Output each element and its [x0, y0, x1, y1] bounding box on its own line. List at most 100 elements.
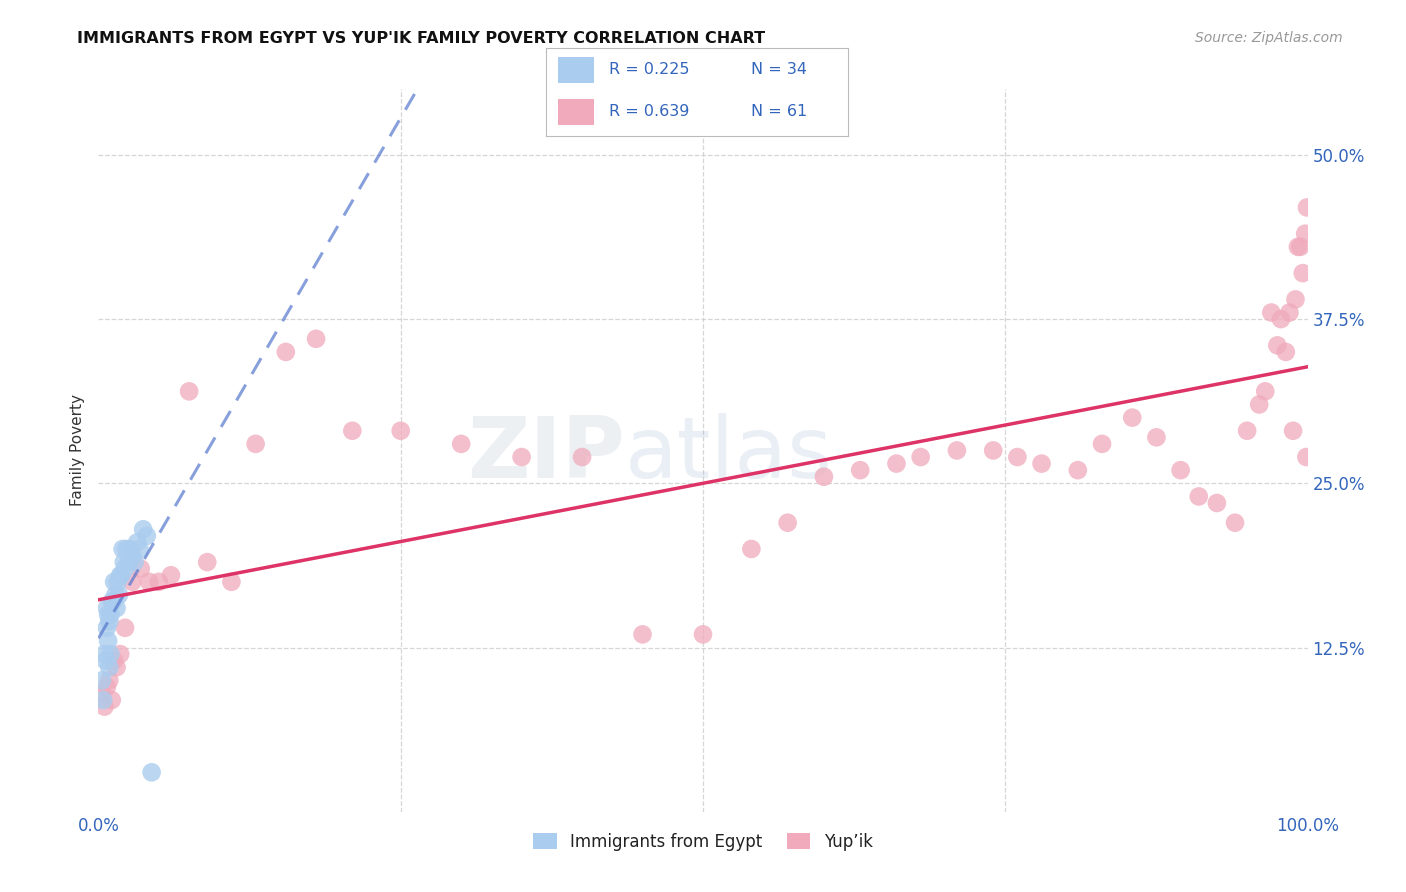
Point: [97, 634, 120, 648]
Text: Source: ZipAtlas.com: Source: ZipAtlas.com: [1195, 31, 1343, 45]
Point: [1294, 227, 1316, 241]
Point: [124, 555, 146, 569]
Point: [1292, 266, 1315, 280]
Point: [98, 673, 121, 688]
Point: [91, 693, 114, 707]
Point: [93, 699, 115, 714]
Point: [148, 574, 170, 589]
Point: [1170, 463, 1192, 477]
Legend: Immigrants from Egypt, Yup’ik: Immigrants from Egypt, Yup’ik: [526, 826, 880, 857]
Point: [1289, 240, 1312, 254]
Text: atlas: atlas: [624, 413, 832, 496]
Point: [115, 541, 138, 556]
Point: [195, 555, 218, 569]
Point: [776, 516, 799, 530]
Point: [96, 680, 118, 694]
Point: [631, 627, 654, 641]
Point: [910, 450, 932, 464]
Point: [740, 541, 762, 556]
Text: R = 0.639: R = 0.639: [609, 103, 689, 119]
Point: [389, 424, 412, 438]
Point: [110, 568, 132, 582]
Point: [104, 588, 127, 602]
FancyBboxPatch shape: [558, 57, 593, 83]
Point: [108, 647, 131, 661]
Point: [1146, 430, 1168, 444]
Point: [1286, 240, 1309, 254]
Point: [179, 384, 201, 399]
Point: [98, 660, 121, 674]
Point: [141, 765, 163, 780]
Point: [1278, 305, 1301, 319]
Point: [105, 660, 128, 674]
Point: [160, 568, 183, 582]
Point: [105, 601, 128, 615]
Point: [274, 345, 297, 359]
Point: [100, 607, 122, 622]
Point: [103, 574, 125, 589]
Point: [91, 673, 114, 688]
Point: [111, 541, 134, 556]
Text: IMMIGRANTS FROM EGYPT VS YUP'IK FAMILY POVERTY CORRELATION CHART: IMMIGRANTS FROM EGYPT VS YUP'IK FAMILY P…: [77, 31, 765, 46]
Point: [100, 693, 122, 707]
Point: [108, 588, 131, 602]
Point: [1284, 293, 1306, 307]
Point: [1091, 437, 1114, 451]
Point: [1275, 345, 1298, 359]
Text: ZIP: ZIP: [467, 413, 624, 496]
Point: [1067, 463, 1090, 477]
Point: [94, 654, 117, 668]
Point: [981, 443, 1004, 458]
Point: [510, 450, 533, 464]
Point: [100, 647, 122, 661]
Point: [1267, 338, 1289, 352]
Point: [946, 443, 969, 458]
Point: [1236, 424, 1258, 438]
Point: [138, 574, 160, 589]
Point: [91, 686, 114, 700]
Point: [121, 549, 143, 563]
Text: R = 0.225: R = 0.225: [609, 62, 689, 77]
Point: [103, 654, 125, 668]
Text: N = 61: N = 61: [751, 103, 807, 119]
Y-axis label: Family Poverty: Family Poverty: [70, 394, 86, 507]
Point: [118, 541, 141, 556]
Point: [1249, 397, 1271, 411]
Point: [127, 535, 149, 549]
Point: [886, 457, 908, 471]
Point: [108, 568, 131, 582]
FancyBboxPatch shape: [558, 99, 593, 125]
Point: [849, 463, 872, 477]
Point: [1282, 424, 1305, 438]
Point: [1270, 312, 1292, 326]
Point: [342, 424, 364, 438]
Point: [118, 555, 141, 569]
Point: [101, 594, 124, 608]
Point: [1260, 305, 1282, 319]
Point: [1295, 450, 1317, 464]
Point: [221, 574, 243, 589]
Point: [813, 469, 835, 483]
Point: [112, 555, 135, 569]
Point: [96, 601, 118, 615]
Point: [571, 450, 593, 464]
Point: [245, 437, 267, 451]
Point: [1188, 490, 1211, 504]
Point: [121, 574, 143, 589]
Point: [1296, 201, 1319, 215]
Point: [450, 437, 472, 451]
Point: [100, 594, 122, 608]
Point: [1121, 410, 1143, 425]
Point: [692, 627, 714, 641]
Point: [1254, 384, 1277, 399]
Point: [305, 332, 328, 346]
Point: [135, 529, 157, 543]
Point: [107, 574, 129, 589]
Point: [1223, 516, 1246, 530]
Point: [97, 607, 120, 622]
Point: [96, 621, 118, 635]
Point: [93, 647, 115, 661]
Point: [129, 562, 152, 576]
Point: [114, 621, 136, 635]
Text: N = 34: N = 34: [751, 62, 807, 77]
